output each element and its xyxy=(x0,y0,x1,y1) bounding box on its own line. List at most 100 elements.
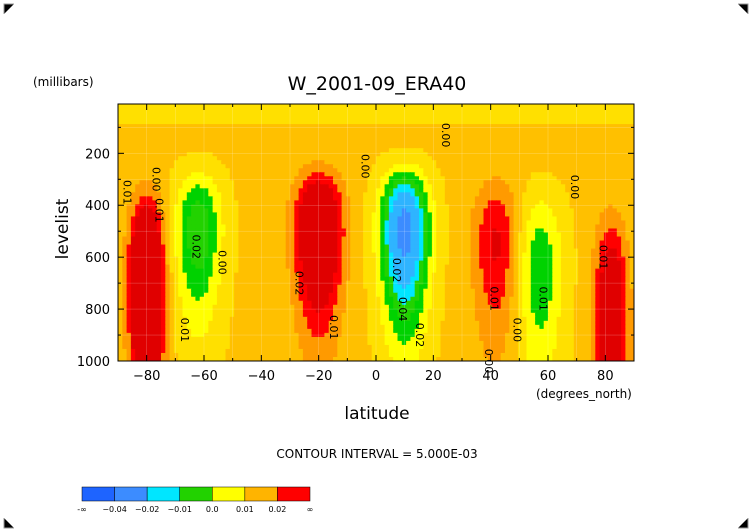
field-cell xyxy=(548,156,553,161)
field-cell xyxy=(431,192,437,197)
field-cell xyxy=(470,208,476,214)
field-cell xyxy=(449,176,454,181)
field-cell xyxy=(333,252,338,258)
field-cell xyxy=(483,212,489,218)
field-cell xyxy=(350,104,356,109)
field-cell xyxy=(608,120,614,125)
field-cell xyxy=(431,160,437,165)
field-cell xyxy=(290,240,295,246)
field-cell xyxy=(573,184,579,189)
field-cell xyxy=(535,260,540,266)
field-cell xyxy=(560,136,566,141)
field-cell xyxy=(285,192,291,197)
field-cell xyxy=(380,212,386,218)
field-cell xyxy=(152,172,158,177)
field-cell xyxy=(565,204,571,210)
field-cell xyxy=(436,116,442,121)
field-cell xyxy=(302,176,308,181)
field-cell xyxy=(496,216,502,222)
field-cell xyxy=(556,168,562,173)
field-cell xyxy=(221,200,227,205)
field-cell xyxy=(466,240,472,246)
field-cell xyxy=(169,248,175,254)
field-cell xyxy=(191,268,196,274)
field-cell xyxy=(216,216,222,222)
field-cell xyxy=(457,224,463,230)
field-cell xyxy=(492,240,497,246)
field-cell xyxy=(431,248,437,254)
field-cell xyxy=(423,116,429,121)
field-cell xyxy=(143,240,149,246)
field-cell xyxy=(152,216,158,222)
field-cell xyxy=(500,168,506,173)
field-cell xyxy=(517,192,523,197)
field-cell xyxy=(341,216,347,222)
field-cell xyxy=(337,116,343,121)
field-cell xyxy=(569,152,575,157)
field-cell xyxy=(474,108,480,113)
field-cell xyxy=(156,116,162,121)
field-cell xyxy=(169,244,175,250)
field-cell xyxy=(449,184,454,189)
field-cell xyxy=(169,240,175,246)
field-cell xyxy=(251,264,257,270)
field-cell xyxy=(406,108,411,113)
field-cell xyxy=(586,260,592,266)
field-cell xyxy=(552,248,558,254)
field-cell xyxy=(500,256,506,262)
field-cell xyxy=(474,212,480,218)
field-cell xyxy=(345,144,351,149)
field-cell xyxy=(621,120,626,125)
field-cell xyxy=(444,188,450,193)
field-cell xyxy=(324,180,330,185)
field-cell xyxy=(423,184,429,189)
field-cell xyxy=(247,204,252,210)
field-cell xyxy=(466,164,472,169)
field-cell xyxy=(569,176,575,181)
field-cell xyxy=(625,176,631,181)
field-cell xyxy=(449,140,454,145)
field-cell xyxy=(401,140,407,145)
field-cell xyxy=(423,176,429,181)
field-cell xyxy=(444,196,450,201)
field-cell xyxy=(225,196,231,201)
field-cell xyxy=(272,128,278,133)
field-cell xyxy=(535,144,540,149)
field-cell xyxy=(268,156,274,161)
field-cell xyxy=(328,172,334,177)
field-cell xyxy=(388,168,394,173)
field-cell xyxy=(371,132,377,137)
field-cell xyxy=(156,244,162,250)
field-cell xyxy=(259,244,265,250)
field-cell xyxy=(427,120,433,125)
field-cell xyxy=(195,244,201,250)
field-cell xyxy=(281,188,287,193)
field-cell xyxy=(427,228,433,234)
field-cell xyxy=(165,228,171,234)
field-cell xyxy=(560,236,566,242)
field-cell xyxy=(165,148,171,153)
field-cell xyxy=(294,204,300,210)
field-cell xyxy=(487,116,493,121)
field-cell xyxy=(341,236,347,242)
field-cell xyxy=(556,252,562,258)
field-cell xyxy=(376,104,381,109)
field-cell xyxy=(290,260,295,266)
field-cell xyxy=(221,204,227,210)
field-cell xyxy=(242,244,248,250)
field-cell xyxy=(143,160,149,165)
field-cell xyxy=(324,232,330,238)
field-cell xyxy=(539,128,545,133)
field-cell xyxy=(337,220,343,226)
field-cell xyxy=(388,220,394,226)
field-cell xyxy=(431,124,437,129)
field-cell xyxy=(311,120,317,125)
field-cell xyxy=(500,172,506,177)
field-cell xyxy=(526,136,532,141)
field-cell xyxy=(603,148,609,153)
field-cell xyxy=(208,268,214,274)
field-cell xyxy=(603,104,609,109)
field-cell xyxy=(406,220,411,226)
field-cell xyxy=(419,244,424,250)
field-cell xyxy=(401,256,407,262)
